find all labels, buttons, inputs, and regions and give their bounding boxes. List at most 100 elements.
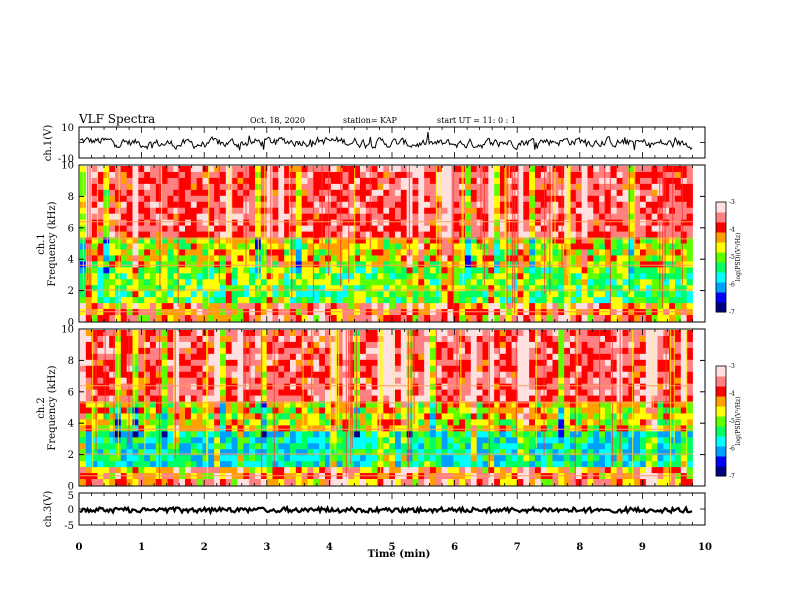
spectrogram-cell	[599, 177, 606, 185]
spectrogram-cell	[266, 359, 273, 367]
spectrogram-cell	[476, 219, 483, 227]
spectrogram-cell	[488, 330, 495, 337]
spectrogram-cell	[301, 359, 308, 367]
spectrogram-cell	[359, 443, 367, 450]
spectrogram-cell	[488, 243, 495, 250]
spectrogram-cell	[237, 303, 244, 310]
spectrogram-cell	[208, 449, 215, 456]
spectrogram-cell	[301, 401, 308, 408]
spectrogram-cell	[523, 309, 530, 316]
spectrogram-cell	[523, 377, 530, 385]
spectrogram-cell	[115, 267, 122, 274]
spectrogram-cell	[161, 255, 168, 262]
spectrogram-cell	[202, 479, 209, 486]
spectrogram-cell	[342, 365, 349, 373]
spectrogram-cell	[464, 443, 472, 450]
spectrogram-cell	[412, 213, 419, 221]
spectrogram-cell	[628, 297, 635, 304]
spectrogram-cell	[202, 279, 209, 286]
spectrogram-cell	[383, 297, 390, 304]
spectrogram-cell	[214, 249, 221, 256]
spectrogram-cell	[424, 225, 431, 232]
spectrogram-cell	[307, 425, 314, 432]
spectrogram-cell	[424, 467, 431, 474]
spectrogram-cell	[307, 377, 314, 385]
spectrogram-cell	[593, 201, 600, 209]
spectrogram-cell	[383, 213, 390, 221]
spectrogram-cell	[529, 353, 536, 361]
spectrogram-cell	[208, 201, 215, 209]
spectrogram-cell	[237, 285, 244, 292]
spectrogram-cell	[190, 177, 198, 185]
spectrogram-cell	[289, 455, 297, 462]
spectrogram-cell	[249, 449, 256, 456]
spectrogram-cell	[354, 330, 361, 337]
spectrogram-cell	[167, 371, 174, 379]
spectrogram-cell	[365, 353, 373, 361]
spectrogram-cell	[80, 309, 87, 316]
spectrogram-cell	[85, 407, 93, 414]
spectrogram-cell	[214, 237, 221, 244]
spectrogram-cell	[663, 291, 670, 298]
spectrogram-cell	[424, 279, 431, 286]
spectrogram-cell	[126, 243, 133, 250]
spectrogram-cell	[400, 261, 408, 268]
spectrogram-cell	[202, 207, 209, 215]
spectrogram-cell	[354, 347, 361, 355]
spectrogram-cell	[470, 225, 478, 232]
spectrogram-cell	[231, 461, 238, 468]
spectrogram-cell	[132, 443, 139, 450]
spectrogram-cell	[266, 365, 273, 373]
spectrogram-cell	[202, 449, 209, 456]
spectrogram-cell	[488, 219, 495, 227]
spectrogram-cell	[482, 407, 489, 414]
spectrogram-cell	[488, 213, 495, 221]
spectrogram-cell	[482, 413, 489, 420]
spectrogram-cell	[394, 243, 402, 250]
spectrogram-cell	[319, 303, 326, 310]
spectrogram-cell	[359, 237, 367, 244]
spectrogram-cell	[359, 335, 367, 343]
spectrogram-cell	[109, 401, 116, 408]
spectrogram-cell	[196, 166, 203, 173]
spectrogram-streak	[208, 166, 210, 306]
spectrogram-cell	[237, 261, 244, 268]
spectrogram-cell	[138, 255, 145, 262]
spectrogram-cell	[435, 419, 443, 426]
spectrogram-cell	[534, 267, 542, 274]
spectrogram-cell	[453, 479, 460, 486]
spectrogram-cell	[324, 359, 332, 367]
spectrogram-cell	[254, 419, 262, 426]
spectrogram-cell	[260, 267, 268, 274]
spectrogram-cell	[511, 473, 518, 480]
spectrogram-cell	[307, 395, 314, 402]
spectrogram-cell	[167, 177, 174, 185]
spectrogram-cell	[208, 467, 215, 474]
spectrogram-cell	[663, 273, 670, 280]
spectrogram-cell	[546, 419, 553, 426]
spectrogram-cell	[150, 225, 157, 232]
spectrogram-cell	[534, 425, 542, 432]
spectrogram-cell	[511, 315, 518, 322]
spectrogram-cell	[511, 383, 518, 391]
spectrogram-cell	[499, 419, 507, 426]
spectrogram-cell	[418, 315, 425, 322]
spectrogram-cell	[593, 171, 600, 179]
spectrogram-cell	[132, 383, 139, 391]
spectrogram-cell	[651, 213, 658, 221]
spectrogram-cell	[365, 413, 373, 420]
spectrogram-cell	[499, 237, 507, 244]
spectrogram-cell	[359, 291, 367, 298]
spectrogram-cell	[616, 267, 623, 274]
spectrogram-cell	[167, 267, 174, 274]
spectrogram-cell	[220, 279, 227, 286]
spectrogram-cell	[354, 219, 361, 227]
spectrogram-cell	[441, 425, 448, 432]
spectrogram-cell	[237, 407, 244, 414]
spectrogram-cell	[132, 395, 139, 402]
spectrogram-cell	[634, 249, 641, 256]
spectrogram-cell	[214, 315, 221, 322]
spectrogram-cell	[342, 195, 349, 203]
spectrogram-cell	[301, 231, 308, 238]
spectrogram-cell	[470, 413, 478, 420]
